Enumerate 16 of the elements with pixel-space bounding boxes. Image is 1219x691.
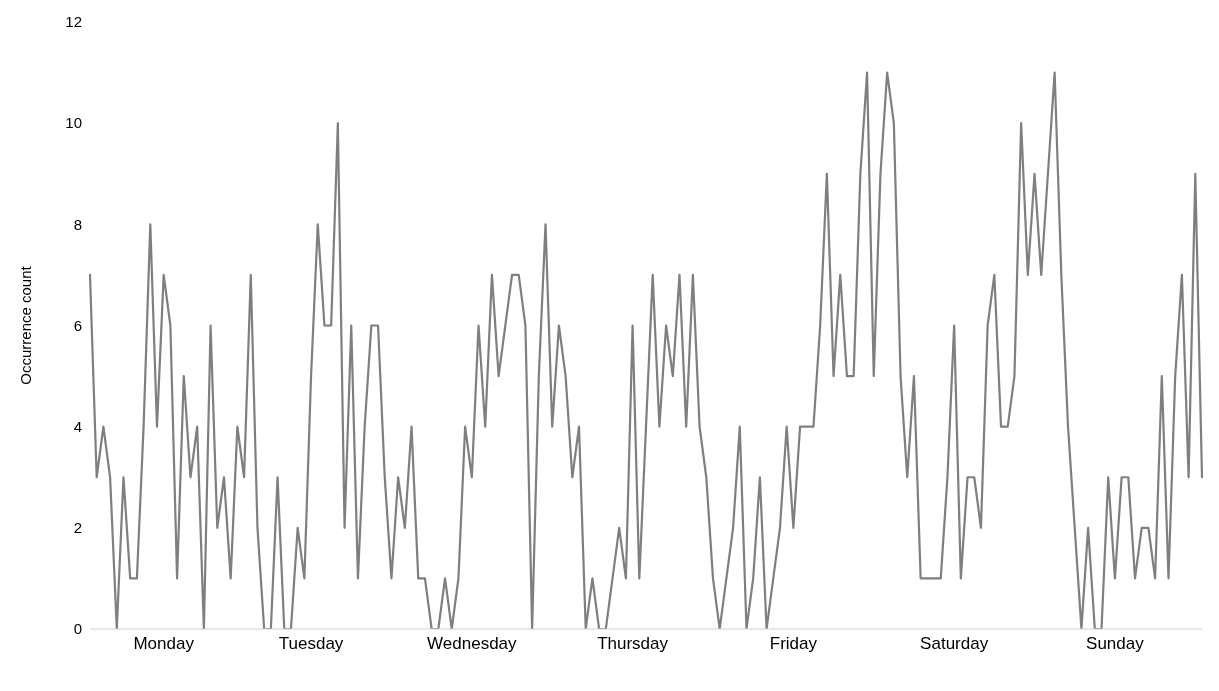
x-tick-label: Thursday — [597, 634, 669, 654]
y-tick-label: 2 — [73, 519, 82, 537]
x-tick-label: Wednesday — [427, 634, 518, 654]
y-tick-label: 10 — [65, 114, 82, 132]
x-tick-label: Sunday — [1086, 634, 1145, 654]
line-series — [88, 71, 1204, 629]
y-tick-label: 8 — [73, 215, 82, 233]
x-tick-label: Saturday — [920, 634, 989, 654]
x-tick-label: Friday — [769, 634, 818, 654]
y-tick-label: 0 — [73, 620, 82, 638]
y-tick-label: 6 — [73, 316, 82, 334]
y-tick-label: 12 — [65, 13, 82, 31]
y-axis-title: Occurrence count — [17, 265, 35, 385]
x-tick-label: Tuesday — [278, 634, 344, 654]
y-tick-label: 4 — [73, 417, 82, 435]
x-tick-label: Monday — [133, 634, 195, 654]
